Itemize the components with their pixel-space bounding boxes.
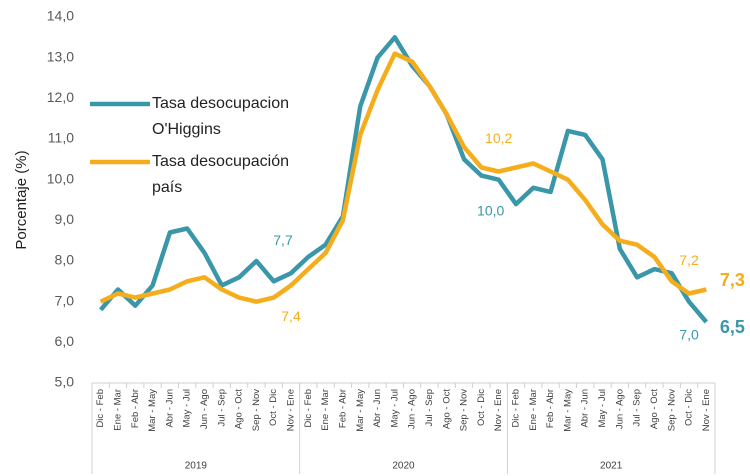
data-label: 6,5 [720,317,745,337]
x-tick-label: Oct - Dic [268,389,279,426]
data-label: 7,2 [679,252,699,268]
x-tick-label: Jun - Ago [614,389,625,429]
x-tick-label: Jul - Sep [216,389,227,427]
x-tick-label: Nov - Ene [701,389,712,431]
y-tick-label: 6,0 [55,333,75,349]
x-tick-label: Oct - Dic [684,389,695,426]
x-tick-label: Ago - Oct [234,389,245,429]
x-tick-label: May - Jul [182,389,193,428]
x-tick-label: Oct - Dic [476,389,487,426]
y-tick-label: 8,0 [55,252,75,268]
y-axis-label: Porcentaje (%) [13,150,30,249]
x-tick-label: Feb - Abr [130,389,141,428]
x-tick-label: Ene - Mar [320,389,331,431]
x-tick-label: Sep - Nov [459,389,470,431]
y-tick-label: 7,0 [55,292,75,308]
x-tick-label: Nov - Ene [493,389,504,431]
legend-label: Tasa desocupación país [152,153,289,196]
x-tick-label: Jul - Sep [632,389,643,427]
data-label: 7,7 [273,232,293,248]
x-tick-label: Ago - Oct [441,389,452,429]
x-tick-label: Abr - Jun [580,389,591,428]
data-label: 7,4 [281,308,301,324]
data-label: 10,0 [477,202,504,218]
x-tick-label: Dic - Feb [95,389,106,428]
y-tick-label: 5,0 [55,374,75,390]
series-line [98,35,709,324]
group-label: 2021 [600,461,623,472]
legend-line: O'Higgins [152,121,221,138]
group-label: 2020 [392,461,415,472]
x-tick-label: Ago - Oct [649,389,660,429]
x-tick-label: Jun - Ago [407,389,418,429]
y-tick-label: 13,0 [47,48,74,64]
x-tick-label: Mar - May [562,389,573,432]
data-label: 10,2 [485,130,512,146]
data-label: 7,3 [720,270,745,290]
x-tick-label: Sep - Nov [666,389,677,431]
y-tick-label: 11,0 [48,130,74,146]
legend-line: Tasa desocupacion [152,95,289,112]
x-tick-label: Dic - Feb [511,389,522,428]
legend-line: Tasa desocupación [152,153,289,170]
x-tick-label: Ene - Mar [528,389,539,431]
y-tick-label: 14,0 [47,8,74,24]
x-tick-label: Ene - Mar [112,389,123,431]
x-tick-label: Abr - Jun [164,389,175,428]
x-tick-label: Mar - May [147,389,158,432]
series-line [99,51,707,304]
x-tick-label: Dic - Feb [303,389,314,428]
y-tick-label: 10,0 [47,170,74,186]
x-tick-label: Feb - Abr [337,389,348,428]
x-tick-label: Jul - Sep [424,389,435,427]
x-tick-label: May - Jul [597,389,608,428]
legend-label: Tasa desocupacion O'Higgins [152,95,289,138]
x-tick-label: Sep - Nov [251,389,262,431]
x-tick-label: Feb - Abr [545,389,556,428]
legend-line: país [152,179,182,196]
group-label: 2019 [185,461,208,472]
x-tick-label: Jun - Ago [199,389,210,429]
x-tick-label: Abr - Jun [372,389,383,428]
x-tick-label: May - Jul [389,389,400,428]
y-tick-label: 12,0 [47,89,74,105]
x-tick-label: Mar - May [355,389,366,432]
x-tick-label: Nov - Ene [286,389,297,431]
y-tick-label: 9,0 [55,211,75,227]
data-label: 7,0 [679,326,699,342]
